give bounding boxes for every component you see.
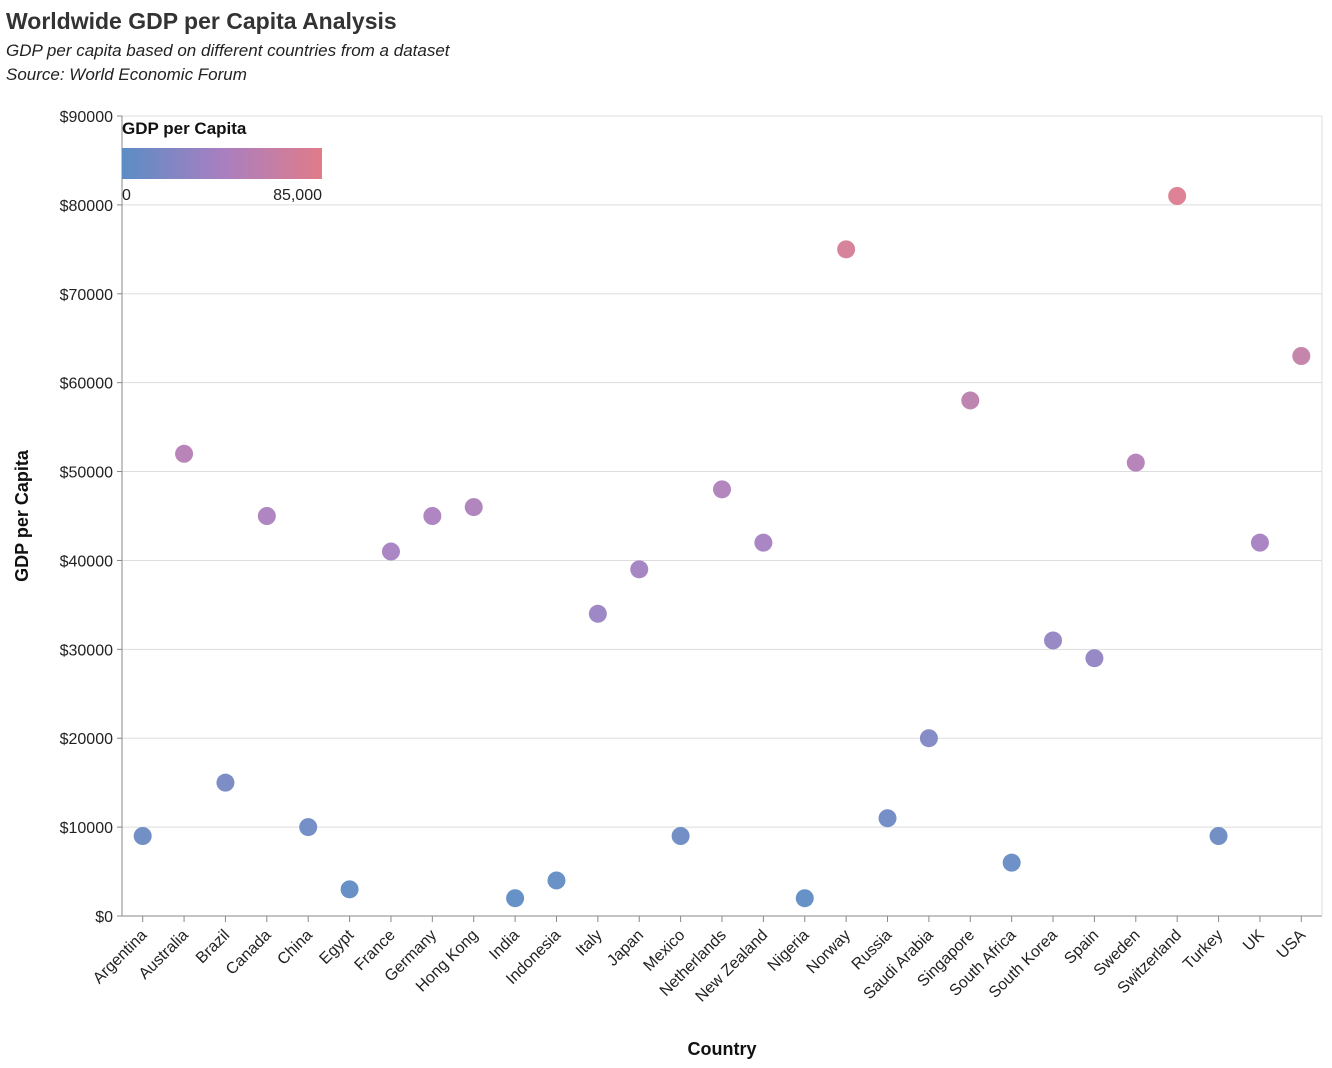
data-point-new-zealand (754, 533, 773, 552)
chart-subtitle-line-2: Source: World Economic Forum (6, 65, 247, 84)
data-point-saudi-arabia (919, 729, 938, 748)
data-point-usa (1292, 347, 1311, 365)
data-point-japan (630, 560, 649, 579)
y-tick-label: $50000 (60, 465, 113, 482)
x-tick-label: Argentina (90, 927, 151, 988)
data-point-netherlands (713, 480, 731, 499)
data-point-germany (423, 507, 442, 525)
legend-title: GDP per Capita (122, 119, 247, 138)
x-axis-title: Country (688, 1039, 757, 1059)
data-point-canada (257, 507, 276, 525)
axes (121, 116, 1323, 917)
x-tick-label: Canada (223, 927, 275, 979)
data-point-turkey (1209, 827, 1228, 845)
x-tick-label: China (274, 927, 316, 969)
y-tick-label: $10000 (60, 820, 113, 837)
data-point-russia (878, 809, 897, 828)
data-points (133, 187, 1311, 908)
x-tick-label: Turkey (1180, 927, 1226, 973)
x-tick-label: New Zealand (693, 927, 772, 1006)
data-point-china (299, 818, 318, 837)
x-tick-label: UK (1240, 927, 1268, 955)
color-legend: GDP per Capita 0 85,000 (122, 119, 322, 204)
y-tick-label: $30000 (60, 642, 113, 659)
data-point-hong-kong (464, 498, 483, 517)
y-tick-label: $70000 (60, 287, 113, 304)
legend-max-label: 85,000 (273, 187, 322, 204)
data-point-indonesia (547, 871, 566, 890)
y-tick-label: $60000 (60, 376, 113, 393)
data-point-sweden (1126, 453, 1145, 472)
data-point-australia (175, 444, 194, 463)
data-point-singapore (961, 391, 980, 410)
data-point-nigeria (795, 889, 814, 908)
data-point-egypt (340, 880, 359, 899)
data-point-brazil (216, 773, 235, 792)
data-point-spain (1085, 649, 1104, 668)
legend-min-label: 0 (122, 187, 131, 204)
data-point-norway (837, 240, 856, 259)
y-tick-label: $80000 (60, 198, 113, 215)
y-axis-ticks: $0 $10000 $20000 $30000 $40000 $50000 $60000 $7… (60, 109, 122, 926)
data-point-france (381, 542, 400, 561)
legend-gradient-bar (122, 148, 322, 179)
y-tick-label: $20000 (60, 731, 113, 748)
data-point-uk (1250, 533, 1269, 552)
x-tick-label: USA (1274, 927, 1310, 963)
y-tick-label: $0 (95, 909, 113, 926)
gridlines (122, 115, 1322, 917)
data-point-south-korea (1044, 631, 1063, 650)
data-point-italy (588, 604, 607, 623)
data-point-india (506, 889, 525, 908)
data-point-mexico (671, 827, 690, 845)
data-point-south-africa (1002, 853, 1021, 872)
y-tick-label: $40000 (60, 553, 113, 570)
x-tick-label: India (486, 927, 523, 964)
chart-subtitle-line-1: GDP per capita based on different countr… (6, 41, 450, 60)
y-tick-label: $90000 (60, 109, 113, 126)
data-point-argentina (133, 827, 152, 845)
x-tick-label: Norway (804, 927, 854, 977)
data-point-switzerland (1168, 187, 1187, 205)
x-tick-label: Italy (573, 927, 606, 960)
chart-title: Worldwide GDP per Capita Analysis (6, 8, 397, 34)
y-axis-title: GDP per Capita (12, 449, 32, 582)
